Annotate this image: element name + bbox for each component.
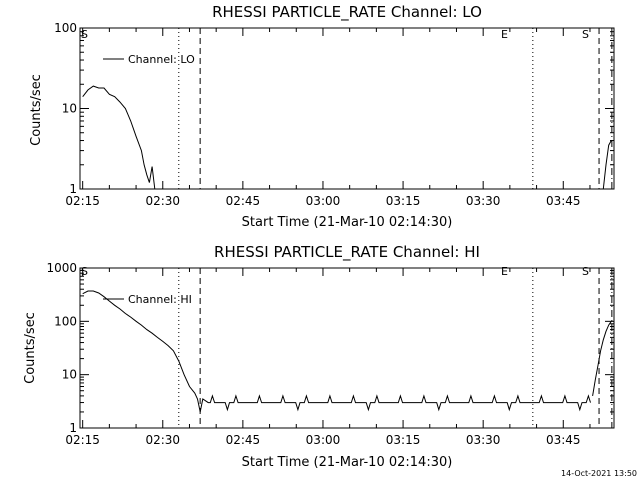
x-axis-label: Start Time (21-Mar-10 02:14:30) bbox=[242, 455, 453, 470]
series-line bbox=[82, 290, 591, 413]
y-tick-label: 10 bbox=[62, 102, 77, 116]
x-tick-label: 03:15 bbox=[386, 433, 421, 447]
chart-panel-lo: RHESSI PARTICLE_RATE Channel: LO Start T… bbox=[29, 3, 615, 230]
plot-frame bbox=[79, 267, 615, 429]
series-line bbox=[82, 85, 156, 190]
x-tick-label: 03:45 bbox=[546, 433, 581, 447]
y-tick-label: 100 bbox=[54, 314, 77, 328]
legend-entry: Channel: LO bbox=[128, 53, 195, 66]
x-tick-label: 02:30 bbox=[145, 194, 180, 208]
annotation-end: E bbox=[501, 28, 508, 41]
series-line bbox=[602, 140, 612, 190]
annotation-start-2: S bbox=[582, 265, 589, 278]
annotation-end: E bbox=[501, 265, 508, 278]
x-tick-label: 03:45 bbox=[546, 194, 581, 208]
annotation-start: S bbox=[81, 265, 88, 278]
x-tick-label: 03:30 bbox=[466, 194, 501, 208]
y-tick-label: 1 bbox=[69, 421, 77, 435]
y-tick-label: 1 bbox=[69, 182, 77, 196]
y-tick-label: 1000 bbox=[46, 261, 77, 275]
x-axis-label: Start Time (21-Mar-10 02:14:30) bbox=[242, 215, 453, 230]
annotation-start-2: S bbox=[582, 28, 589, 41]
x-tick-label: 03:30 bbox=[466, 433, 501, 447]
chart-panel-hi: RHESSI PARTICLE_RATE Channel: HI Start T… bbox=[23, 243, 615, 470]
legend-entry: Channel: HI bbox=[128, 293, 192, 306]
y-tick-label: 10 bbox=[62, 368, 77, 382]
chart-title: RHESSI PARTICLE_RATE Channel: HI bbox=[214, 243, 480, 262]
series-line bbox=[592, 321, 612, 396]
x-tick-label: 03:15 bbox=[386, 194, 421, 208]
x-tick-label: 03:00 bbox=[306, 433, 341, 447]
y-tick-label: 100 bbox=[54, 21, 77, 35]
annotation-start: S bbox=[81, 28, 88, 41]
x-tick-label: 02:15 bbox=[65, 194, 100, 208]
x-tick-label: 03:00 bbox=[306, 194, 341, 208]
x-tick-label: 02:45 bbox=[226, 433, 261, 447]
x-tick-label: 02:15 bbox=[65, 433, 100, 447]
x-tick-label: 02:45 bbox=[226, 194, 261, 208]
chart-title: RHESSI PARTICLE_RATE Channel: LO bbox=[212, 3, 482, 22]
y-axis-label: Counts/sec bbox=[29, 74, 44, 146]
x-tick-label: 02:30 bbox=[145, 433, 180, 447]
y-axis-label: Counts/sec bbox=[23, 312, 38, 384]
footer-timestamp: 14-Oct-2021 13:50 bbox=[561, 469, 637, 478]
